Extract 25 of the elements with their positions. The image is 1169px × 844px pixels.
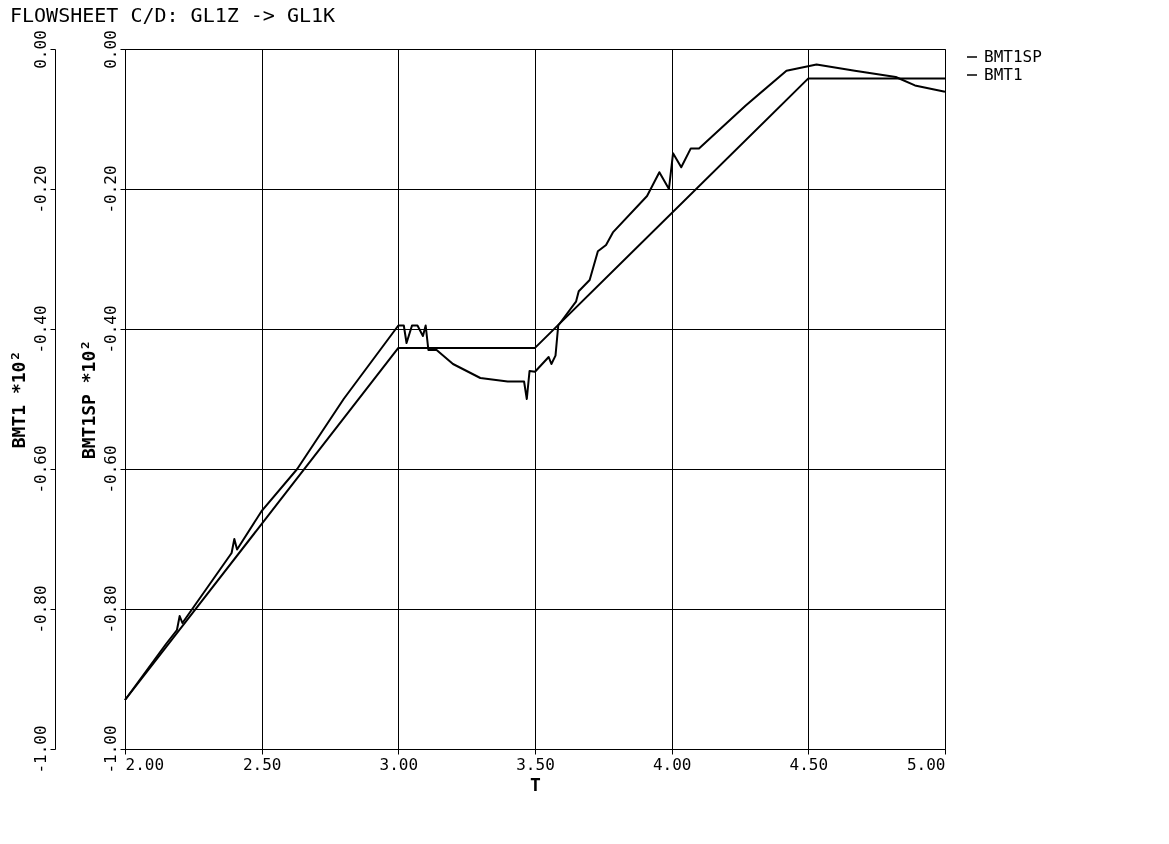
x-tick-label: 2.00	[125, 754, 165, 774]
legend-label: BMT1SP	[984, 47, 1042, 66]
y-tick-label: -0.40	[30, 305, 50, 354]
y-tick-label: 0.00	[30, 30, 50, 69]
x-tick-label: 4.50	[789, 754, 829, 774]
x-tick-label: 3.00	[379, 754, 419, 774]
y2-tick-label: -0.80	[100, 585, 120, 634]
chart-title: FLOWSHEET C/D: GL1Z -> GL1K	[10, 2, 336, 27]
y2-tick-label: -0.40	[100, 305, 120, 354]
y-axis-title: BMT1 *10²	[7, 350, 29, 449]
y2-axis-title: BMT1SP *10²	[77, 339, 99, 460]
y-tick-label: -0.60	[30, 445, 50, 494]
legend-label: BMT1	[984, 65, 1023, 84]
x-tick-label: 4.00	[652, 754, 692, 774]
y-tick-label: -1.00	[30, 725, 50, 774]
y2-tick-label: -0.20	[100, 165, 120, 214]
y-tick-label: -0.80	[30, 585, 50, 634]
y-tick-label: -0.20	[30, 165, 50, 214]
y2-tick-label: 0.00	[100, 30, 120, 69]
x-tick-label: 5.00	[906, 754, 946, 774]
y2-tick-label: -1.00	[100, 725, 120, 774]
x-tick-label: 2.50	[242, 754, 282, 774]
x-tick-label: 3.50	[516, 754, 555, 774]
x-axis-title: T	[530, 773, 542, 795]
y2-tick-label: -0.60	[100, 445, 120, 494]
